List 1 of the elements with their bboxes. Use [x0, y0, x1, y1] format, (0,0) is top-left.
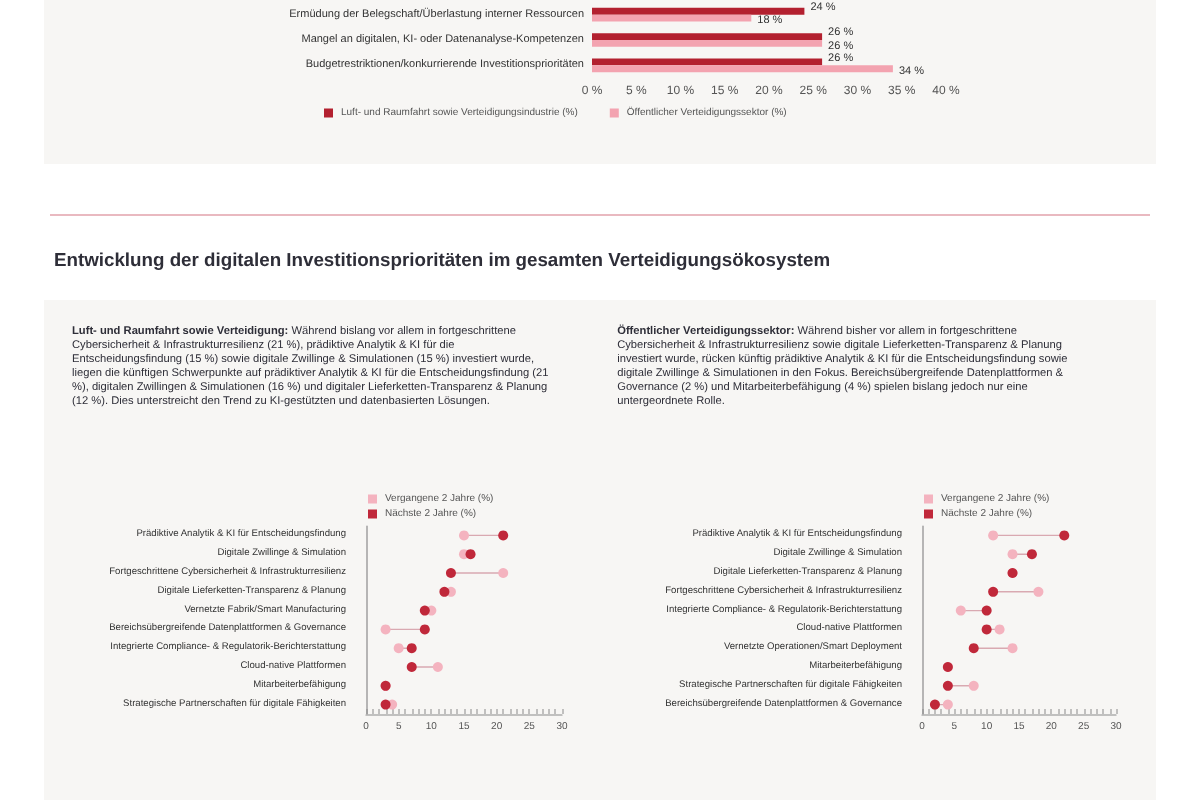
chart-title: Entwicklung der digitalen Investitionsprioritäten im gesamten Verteidigungsökosystem — [54, 248, 831, 270]
